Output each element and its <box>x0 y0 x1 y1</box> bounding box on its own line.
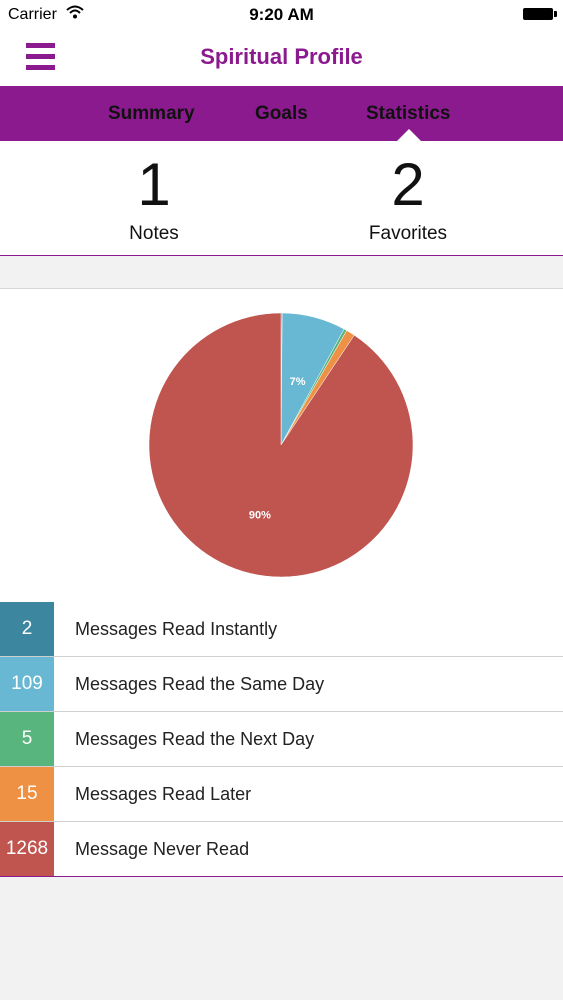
stat-row[interactable]: 109 Messages Read the Same Day <box>0 657 563 712</box>
stat-label: Messages Read Instantly <box>75 619 278 639</box>
notes-count-label: Notes <box>129 223 179 244</box>
tab-bar: Summary Goals Statistics <box>0 86 563 141</box>
pie-slice-label: 90% <box>249 509 271 521</box>
stat-count: 1268 <box>0 822 54 876</box>
pie-slice <box>148 312 414 578</box>
favorites-count-label: Favorites <box>368 223 448 244</box>
tab-statistics[interactable]: Statistics <box>366 103 451 124</box>
battery-icon <box>523 8 553 20</box>
notes-count-value: 1 <box>137 151 171 218</box>
stat-count: 109 <box>0 657 54 711</box>
wifi-icon <box>66 5 84 19</box>
clock: 9:20 AM <box>249 5 314 24</box>
stat-label: Messages Read the Same Day <box>75 674 325 694</box>
hamburger-menu-icon[interactable] <box>26 43 56 71</box>
stat-count: 2 <box>0 602 54 656</box>
stat-row[interactable]: 2 Messages Read Instantly <box>0 602 563 657</box>
favorites-count[interactable]: 2 Favorites <box>298 141 518 245</box>
counts-panel: 1 Notes 2 Favorites <box>0 141 563 256</box>
notes-count[interactable]: 1 Notes <box>44 141 264 245</box>
section-divider <box>0 256 563 289</box>
stat-row[interactable]: 15 Messages Read Later <box>0 767 563 822</box>
pie-slice-label: 7% <box>290 376 306 388</box>
stat-label: Messages Read the Next Day <box>75 729 315 749</box>
page-title: Spiritual Profile <box>200 44 363 69</box>
active-tab-indicator <box>397 129 421 141</box>
nav-bar: Spiritual Profile <box>0 30 563 86</box>
stat-count: 5 <box>0 712 54 766</box>
stat-count: 15 <box>0 767 54 821</box>
stats-list: 2 Messages Read Instantly 109 Messages Read… <box>0 602 563 877</box>
tab-summary[interactable]: Summary <box>108 103 195 124</box>
stat-row[interactable]: 1268 Message Never Read <box>0 822 563 876</box>
stat-label: Messages Read Later <box>75 784 252 804</box>
status-bar: Carrier 9:20 AM <box>0 0 563 30</box>
pie-chart: 7% 90% <box>148 312 414 578</box>
chart-panel: 7% 90% <box>0 289 563 603</box>
carrier-label: Carrier <box>8 6 57 23</box>
stat-row[interactable]: 5 Messages Read the Next Day <box>0 712 563 767</box>
battery-tip <box>554 11 557 17</box>
favorites-count-value: 2 <box>391 151 425 218</box>
tab-goals[interactable]: Goals <box>255 103 308 124</box>
stat-label: Message Never Read <box>75 839 250 859</box>
